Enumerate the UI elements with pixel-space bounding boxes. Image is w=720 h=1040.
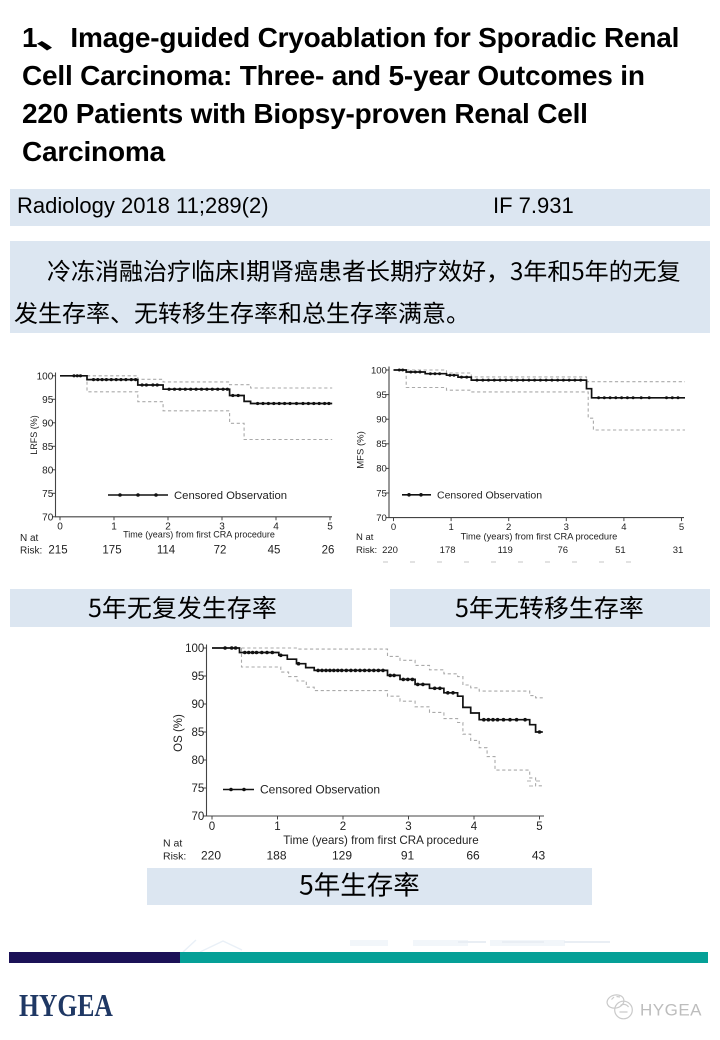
svg-text:70: 70 bbox=[42, 512, 54, 523]
svg-text:114: 114 bbox=[157, 545, 176, 557]
svg-text:75: 75 bbox=[42, 489, 54, 500]
svg-text:100: 100 bbox=[185, 643, 204, 655]
svg-text:3: 3 bbox=[564, 522, 569, 533]
svg-text:129: 129 bbox=[332, 849, 352, 863]
svg-text:45: 45 bbox=[268, 545, 281, 557]
svg-text:70: 70 bbox=[376, 513, 387, 524]
svg-text:Time (years) from first CRA pr: Time (years) from first CRA procedure bbox=[461, 532, 618, 542]
svg-text:91: 91 bbox=[401, 849, 415, 863]
svg-text:1: 1 bbox=[448, 522, 453, 533]
svg-text:3: 3 bbox=[405, 821, 411, 833]
svg-text:0: 0 bbox=[57, 522, 63, 533]
svg-text:4: 4 bbox=[621, 522, 626, 533]
svg-text:3: 3 bbox=[219, 522, 225, 533]
svg-text:100: 100 bbox=[37, 371, 54, 382]
svg-text:119: 119 bbox=[498, 545, 513, 556]
svg-text:80: 80 bbox=[192, 755, 205, 767]
svg-text:2: 2 bbox=[340, 821, 346, 833]
svg-text:5: 5 bbox=[536, 821, 542, 833]
svg-text:Risk:: Risk: bbox=[356, 545, 377, 556]
svg-text:95: 95 bbox=[42, 395, 54, 406]
svg-text:4: 4 bbox=[471, 821, 478, 833]
svg-text:90: 90 bbox=[42, 418, 54, 429]
svg-text:Censored Observation: Censored Observation bbox=[437, 490, 542, 502]
svg-text:95: 95 bbox=[192, 671, 205, 683]
svg-text:70: 70 bbox=[192, 811, 205, 823]
svg-text:215: 215 bbox=[48, 545, 67, 557]
svg-text:Risk:: Risk: bbox=[20, 546, 42, 557]
svg-text:90: 90 bbox=[376, 415, 387, 426]
svg-text:85: 85 bbox=[42, 442, 54, 453]
svg-text:90: 90 bbox=[192, 699, 205, 711]
svg-text:75: 75 bbox=[376, 488, 387, 499]
svg-text:N at: N at bbox=[356, 532, 374, 543]
svg-text:2: 2 bbox=[506, 522, 511, 533]
svg-text:178: 178 bbox=[440, 545, 456, 556]
svg-text:95: 95 bbox=[376, 390, 387, 401]
svg-text:LRFS (%): LRFS (%) bbox=[29, 415, 39, 455]
svg-text:0: 0 bbox=[209, 821, 215, 833]
svg-text:51: 51 bbox=[615, 545, 626, 556]
svg-text:1: 1 bbox=[111, 522, 117, 533]
svg-text:Risk:: Risk: bbox=[163, 851, 186, 863]
svg-text:HYGEA: HYGEA bbox=[640, 1001, 702, 1020]
svg-text:N at: N at bbox=[163, 838, 182, 850]
svg-text:0: 0 bbox=[391, 522, 396, 533]
svg-text:4: 4 bbox=[273, 522, 279, 533]
svg-text:2: 2 bbox=[165, 522, 171, 533]
svg-text:72: 72 bbox=[214, 545, 227, 557]
svg-text:100: 100 bbox=[371, 365, 387, 376]
svg-text:85: 85 bbox=[376, 439, 387, 450]
svg-text:31: 31 bbox=[673, 545, 684, 556]
svg-text:66: 66 bbox=[466, 849, 480, 863]
svg-text:26: 26 bbox=[322, 545, 335, 557]
svg-text:220: 220 bbox=[201, 849, 221, 863]
svg-text:43: 43 bbox=[532, 849, 546, 863]
svg-text:Time (years) from first CRA pr: Time (years) from first CRA procedure bbox=[123, 530, 275, 540]
svg-text:80: 80 bbox=[42, 465, 54, 476]
svg-text:5: 5 bbox=[327, 522, 333, 533]
svg-text:175: 175 bbox=[102, 545, 121, 557]
svg-text:80: 80 bbox=[376, 464, 387, 475]
svg-text:85: 85 bbox=[192, 727, 205, 739]
svg-text:Censored Observation: Censored Observation bbox=[260, 783, 380, 797]
svg-text:MFS (%): MFS (%) bbox=[356, 431, 367, 468]
svg-text:Censored Observation: Censored Observation bbox=[174, 490, 287, 502]
svg-text:188: 188 bbox=[266, 849, 286, 863]
svg-text:N at: N at bbox=[20, 533, 39, 544]
svg-text:5: 5 bbox=[679, 522, 684, 533]
svg-text:OS (%): OS (%) bbox=[173, 714, 185, 752]
svg-text:220: 220 bbox=[382, 545, 398, 556]
svg-text:1: 1 bbox=[274, 821, 280, 833]
svg-text:76: 76 bbox=[558, 545, 569, 556]
svg-text:Time (years) from first CRA pr: Time (years) from first CRA procedure bbox=[283, 834, 478, 847]
svg-text:75: 75 bbox=[192, 783, 205, 795]
